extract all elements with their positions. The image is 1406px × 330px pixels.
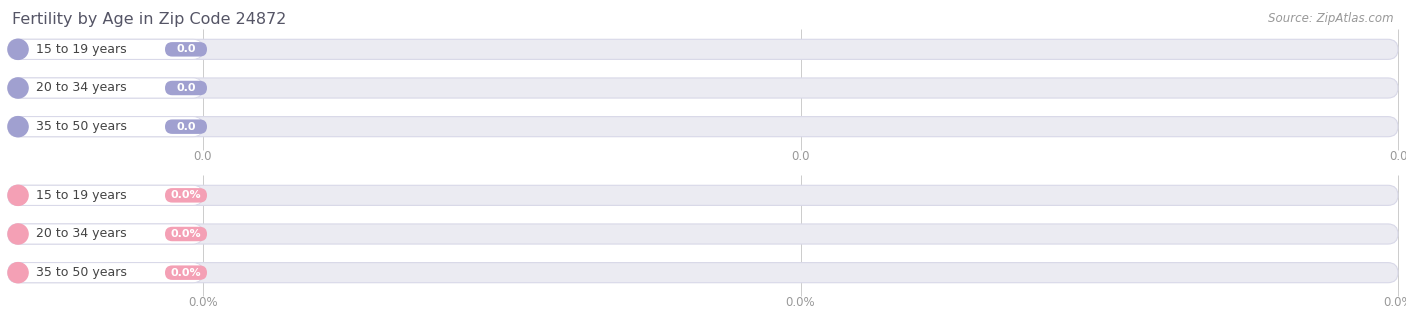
Text: 20 to 34 years: 20 to 34 years — [37, 227, 127, 241]
FancyBboxPatch shape — [8, 224, 202, 244]
Circle shape — [8, 263, 28, 283]
FancyBboxPatch shape — [8, 185, 1398, 205]
Text: 0.0: 0.0 — [176, 122, 195, 132]
FancyBboxPatch shape — [165, 42, 207, 56]
FancyBboxPatch shape — [8, 39, 202, 59]
FancyBboxPatch shape — [8, 263, 202, 283]
Circle shape — [8, 39, 28, 59]
FancyBboxPatch shape — [8, 224, 1398, 244]
Text: 0.0%: 0.0% — [170, 190, 201, 200]
FancyBboxPatch shape — [165, 227, 207, 241]
Text: 35 to 50 years: 35 to 50 years — [37, 120, 127, 133]
FancyBboxPatch shape — [8, 39, 1398, 59]
FancyBboxPatch shape — [8, 78, 1398, 98]
Text: 0.0%: 0.0% — [786, 296, 815, 309]
FancyBboxPatch shape — [8, 185, 202, 205]
Circle shape — [8, 78, 28, 98]
Text: 35 to 50 years: 35 to 50 years — [37, 266, 127, 279]
Text: 0.0%: 0.0% — [188, 296, 218, 309]
Circle shape — [8, 116, 28, 137]
FancyBboxPatch shape — [8, 78, 202, 98]
Text: 0.0: 0.0 — [792, 150, 810, 163]
Text: 0.0: 0.0 — [1389, 150, 1406, 163]
Text: 0.0%: 0.0% — [170, 229, 201, 239]
Text: 0.0%: 0.0% — [1384, 296, 1406, 309]
FancyBboxPatch shape — [8, 263, 1398, 283]
FancyBboxPatch shape — [165, 81, 207, 95]
Text: Source: ZipAtlas.com: Source: ZipAtlas.com — [1268, 12, 1393, 25]
Text: Fertility by Age in Zip Code 24872: Fertility by Age in Zip Code 24872 — [13, 12, 287, 27]
Text: 15 to 19 years: 15 to 19 years — [37, 43, 127, 56]
Text: 0.0: 0.0 — [194, 150, 212, 163]
FancyBboxPatch shape — [165, 265, 207, 280]
Text: 0.0: 0.0 — [176, 83, 195, 93]
FancyBboxPatch shape — [165, 188, 207, 203]
FancyBboxPatch shape — [8, 116, 1398, 137]
Text: 20 to 34 years: 20 to 34 years — [37, 82, 127, 94]
Text: 15 to 19 years: 15 to 19 years — [37, 189, 127, 202]
Text: 0.0%: 0.0% — [170, 268, 201, 278]
Circle shape — [8, 185, 28, 205]
FancyBboxPatch shape — [165, 119, 207, 134]
Circle shape — [8, 224, 28, 244]
FancyBboxPatch shape — [8, 116, 202, 137]
Text: 0.0: 0.0 — [176, 44, 195, 54]
